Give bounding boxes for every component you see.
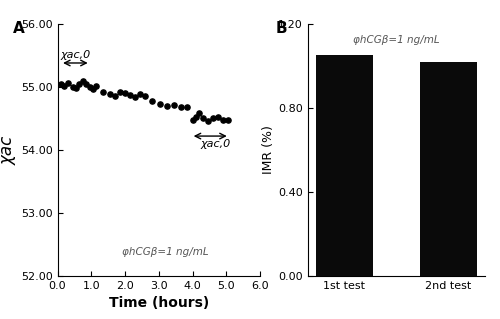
Point xyxy=(195,111,203,116)
Text: 1.05: 1.05 xyxy=(332,66,356,76)
Point xyxy=(156,101,164,107)
X-axis label: Time (hours): Time (hours) xyxy=(108,296,209,310)
Point xyxy=(224,117,232,122)
Point xyxy=(72,85,80,91)
Point xyxy=(79,78,87,83)
Point xyxy=(214,115,222,120)
Point xyxy=(82,82,90,87)
Point xyxy=(148,98,156,103)
Point xyxy=(188,117,196,122)
Point xyxy=(176,105,184,110)
Text: χac,0: χac,0 xyxy=(200,139,230,149)
Point xyxy=(57,81,65,86)
Y-axis label: χac: χac xyxy=(0,135,16,165)
Point xyxy=(204,118,212,123)
Text: φhCGβ=1 ng/mL: φhCGβ=1 ng/mL xyxy=(353,35,440,45)
Point xyxy=(198,116,206,121)
Point xyxy=(64,81,72,86)
Point xyxy=(192,115,200,120)
Point xyxy=(68,85,76,90)
Point xyxy=(86,85,94,90)
Text: B: B xyxy=(276,21,287,36)
Point xyxy=(92,83,100,88)
Point xyxy=(111,93,119,98)
Point xyxy=(170,102,178,107)
Text: A: A xyxy=(13,21,24,36)
Point xyxy=(131,94,139,100)
Point xyxy=(126,93,134,98)
Point xyxy=(99,89,107,94)
Point xyxy=(121,91,129,96)
Point xyxy=(89,86,97,91)
Point xyxy=(219,118,227,123)
Bar xyxy=(420,62,477,276)
Point xyxy=(116,89,124,94)
Point xyxy=(60,83,68,88)
Point xyxy=(76,81,84,86)
Bar xyxy=(316,56,373,276)
Text: φhCGβ=1 ng/mL: φhCGβ=1 ng/mL xyxy=(122,247,209,257)
Point xyxy=(163,103,171,108)
Point xyxy=(136,92,144,97)
Text: χac,0: χac,0 xyxy=(60,50,90,60)
Point xyxy=(184,105,192,110)
Point xyxy=(141,94,149,99)
Point xyxy=(209,116,217,121)
Text: 1.02: 1.02 xyxy=(436,72,460,82)
Y-axis label: IMR (%): IMR (%) xyxy=(262,125,275,174)
Point xyxy=(106,92,114,97)
